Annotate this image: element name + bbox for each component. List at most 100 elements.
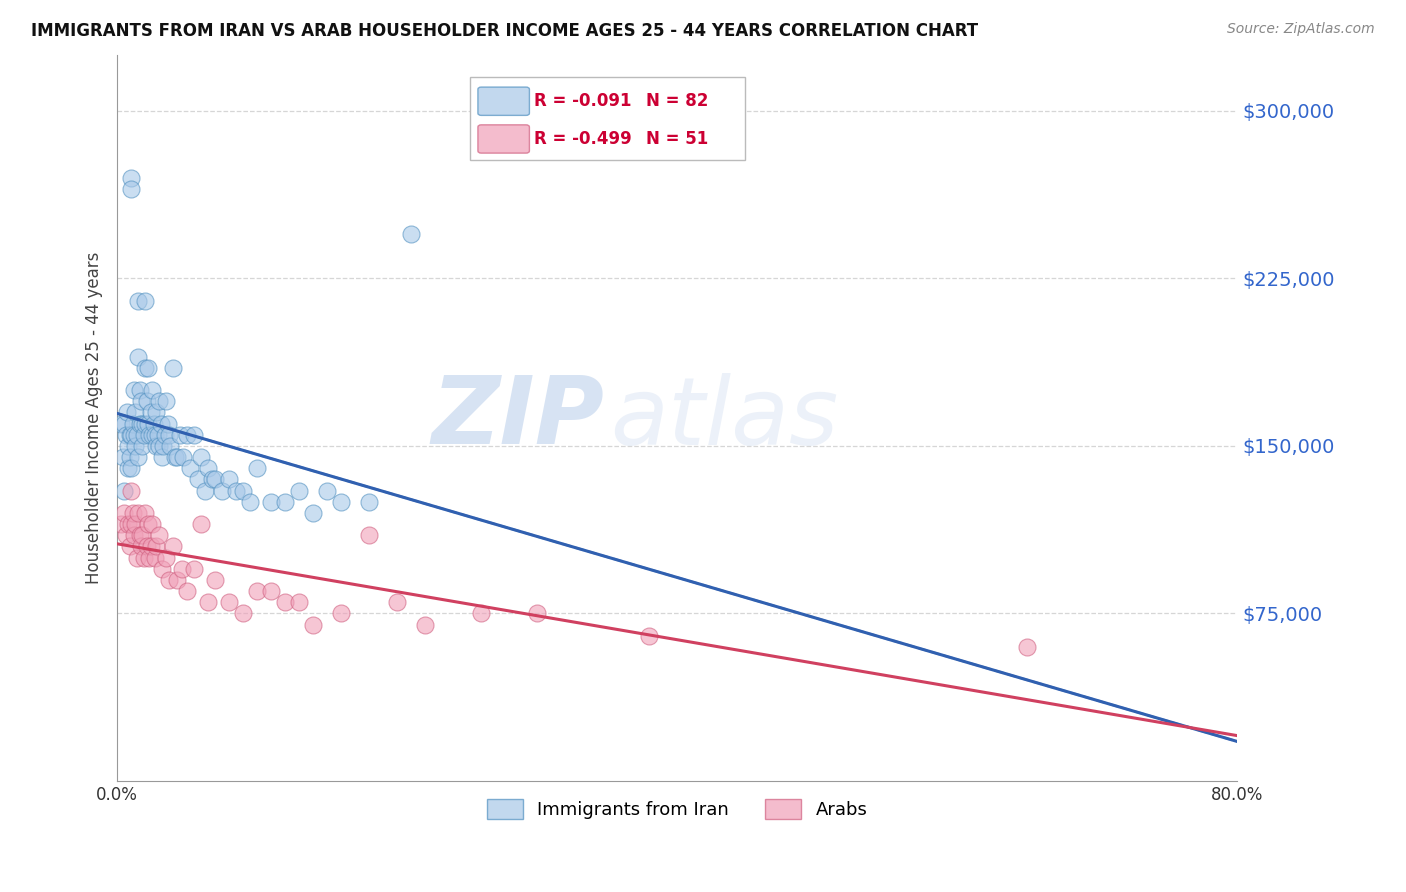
Point (112, 506, 135, 520)
Point (121, 417, 143, 431)
Point (110, 417, 132, 431)
Point (127, 506, 149, 520)
Point (128, 383, 150, 397)
Point (232, 607, 254, 621)
Point (120, 182, 142, 196)
Point (190, 450, 212, 465)
Point (232, 483, 254, 498)
Text: ZIP: ZIP (432, 372, 605, 464)
Point (316, 483, 339, 498)
Point (131, 417, 153, 431)
Point (246, 461, 269, 475)
Point (148, 439, 170, 453)
Point (302, 506, 325, 520)
Point (288, 595, 311, 609)
Point (134, 506, 156, 520)
Point (145, 405, 167, 419)
Point (129, 394, 152, 409)
Point (118, 540, 141, 554)
Point (145, 439, 167, 453)
Point (128, 528, 150, 542)
Point (166, 573, 188, 587)
Text: IMMIGRANTS FROM IRAN VS ARAB HOUSEHOLDER INCOME AGES 25 - 44 YEARS CORRELATION C: IMMIGRANTS FROM IRAN VS ARAB HOUSEHOLDER… (31, 22, 979, 40)
Point (117, 517, 139, 532)
Point (132, 550, 155, 565)
Point (141, 383, 163, 397)
Legend: Immigrants from Iran, Arabs: Immigrants from Iran, Arabs (479, 792, 875, 826)
Point (114, 427, 136, 442)
Point (159, 439, 181, 453)
Point (150, 562, 173, 576)
Point (143, 550, 166, 565)
Point (134, 417, 156, 431)
Point (124, 439, 146, 453)
Point (152, 439, 174, 453)
Point (120, 517, 142, 532)
FancyBboxPatch shape (478, 125, 530, 153)
Point (187, 473, 209, 487)
Point (197, 595, 219, 609)
Point (127, 293, 149, 308)
Point (124, 405, 146, 419)
Point (172, 450, 194, 465)
Point (125, 427, 148, 442)
Point (138, 550, 160, 565)
Point (149, 417, 172, 431)
Text: N = 51: N = 51 (645, 129, 709, 147)
Point (121, 506, 143, 520)
Y-axis label: Householder Income Ages 25 - 44 years: Householder Income Ages 25 - 44 years (86, 252, 103, 584)
Point (122, 427, 145, 442)
Point (143, 427, 166, 442)
Point (179, 461, 201, 475)
Point (194, 483, 217, 498)
FancyBboxPatch shape (478, 87, 530, 115)
Text: N = 82: N = 82 (645, 92, 709, 110)
Point (166, 450, 188, 465)
Point (142, 417, 165, 431)
Point (118, 427, 141, 442)
Point (359, 495, 381, 509)
Point (135, 394, 157, 409)
Point (110, 517, 132, 532)
Text: atlas: atlas (610, 373, 838, 464)
Point (162, 540, 184, 554)
Point (150, 450, 173, 465)
Point (120, 483, 142, 498)
Point (204, 473, 226, 487)
Point (122, 528, 145, 542)
Point (470, 607, 492, 621)
Point (162, 360, 184, 375)
Point (111, 450, 134, 465)
Point (399, 227, 422, 241)
Point (413, 617, 436, 632)
Point (274, 595, 297, 609)
Point (526, 607, 548, 621)
Point (115, 405, 138, 419)
Point (139, 540, 162, 554)
Point (183, 427, 205, 442)
Point (176, 584, 198, 599)
Point (190, 517, 212, 532)
Point (157, 427, 180, 442)
Point (141, 517, 163, 532)
Point (170, 562, 193, 576)
Point (125, 550, 148, 565)
Point (136, 517, 159, 532)
Point (120, 461, 142, 475)
Point (148, 394, 170, 409)
Point (638, 629, 661, 643)
Point (201, 473, 224, 487)
Point (260, 495, 283, 509)
Point (127, 350, 149, 364)
Point (176, 427, 198, 442)
Point (146, 427, 169, 442)
Point (132, 427, 155, 442)
Point (246, 584, 269, 599)
Point (239, 495, 262, 509)
Point (122, 383, 145, 397)
Point (131, 439, 153, 453)
Point (288, 483, 311, 498)
Point (155, 394, 177, 409)
Point (157, 573, 180, 587)
Point (134, 293, 156, 308)
